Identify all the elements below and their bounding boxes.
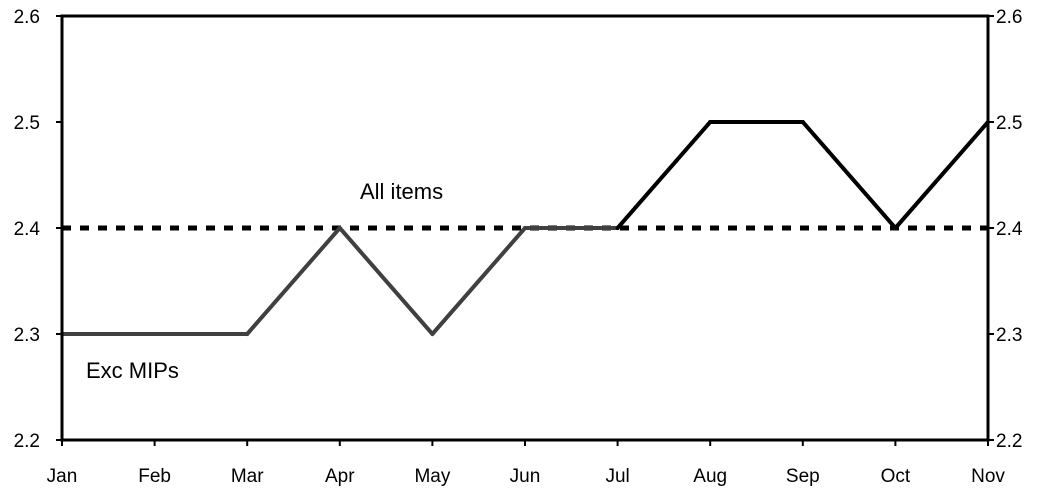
x-axis: Jan Feb Mar Apr May Jun Jul Aug Sep Oct Nov	[47, 440, 1005, 487]
y-tick-label-right: 2.6	[996, 7, 1022, 28]
x-tick-label: Jul	[605, 466, 629, 487]
series-segment-exc-mips	[800, 120, 898, 230]
x-tick-label: Feb	[138, 466, 171, 487]
y-tick-label-right: 2.5	[996, 113, 1022, 134]
x-tick-label: Mar	[231, 466, 264, 487]
y-tick-label-left: 2.5	[14, 113, 40, 134]
series-segment-exc-mips	[430, 226, 527, 336]
x-tick-label: Jan	[47, 466, 78, 487]
series-segment-exc-mips	[245, 226, 342, 336]
series-segment-exc-mips	[337, 226, 435, 336]
y-axis-right: 2.2 2.3 2.4 2.5 2.6	[988, 7, 1023, 452]
y-tick-label-left: 2.6	[14, 7, 40, 28]
annotation-exc-mips: Exc MIPs	[86, 358, 179, 383]
annotation-all-items: All items	[360, 179, 443, 204]
y-tick-label-left: 2.3	[14, 325, 40, 346]
x-tick-label: Jun	[510, 466, 541, 487]
x-tick-label: Oct	[881, 466, 911, 487]
x-tick-label: Nov	[971, 466, 1005, 487]
plot-area-frame	[60, 14, 990, 442]
y-tick-label-right: 2.2	[996, 431, 1022, 452]
series-segment-exc-mips	[893, 120, 990, 230]
series-segment-exc-mips	[615, 120, 713, 230]
x-tick-label: Aug	[693, 466, 727, 487]
y-tick-label-right: 2.4	[996, 219, 1023, 240]
y-tick-label-left: 2.4	[14, 219, 41, 240]
series-layer	[60, 120, 990, 336]
x-tick-label: Sep	[786, 466, 820, 487]
y-axis-left: 2.2 2.3 2.4 2.5 2.6	[14, 7, 62, 452]
y-tick-label-right: 2.3	[996, 325, 1022, 346]
x-tick-label: May	[414, 466, 450, 487]
x-tick-label: Apr	[325, 466, 355, 487]
y-tick-label-left: 2.2	[14, 431, 40, 452]
